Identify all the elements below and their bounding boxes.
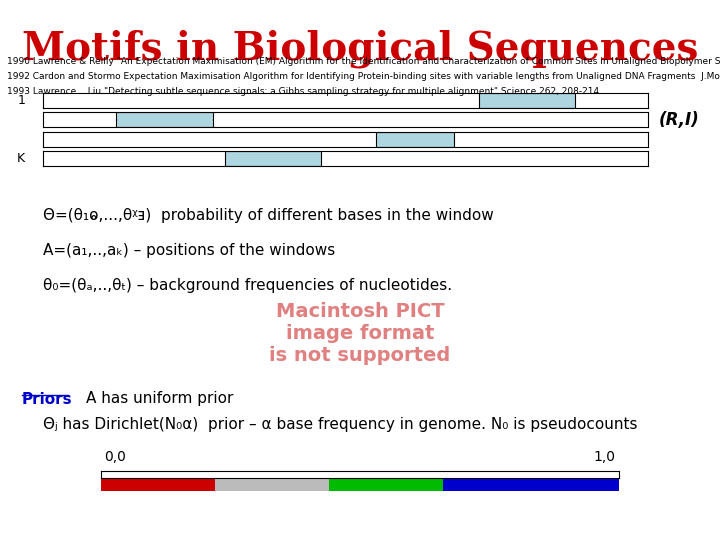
Text: Θ=(θ₁ⱺ,...,θᵡⱻ)  probability of different bases in the window: Θ=(θ₁ⱺ,...,θᵡⱻ) probability of different…: [43, 208, 494, 223]
Text: 0,0: 0,0: [104, 450, 126, 464]
Text: K: K: [17, 152, 25, 165]
Bar: [116, 112, 212, 127]
Text: (R,I): (R,I): [659, 111, 700, 129]
Text: A has uniform prior: A has uniform prior: [86, 392, 234, 407]
Bar: [329, 478, 443, 491]
Text: A=(a₁,..,aₖ) – positions of the windows: A=(a₁,..,aₖ) – positions of the windows: [43, 243, 336, 258]
Bar: [101, 478, 215, 491]
Text: θ₀=(θₐ,..,θₜ) – background frequencies of nucleotides.: θ₀=(θₐ,..,θₜ) – background frequencies o…: [43, 278, 452, 293]
Text: Motifs in Biological Sequences: Motifs in Biological Sequences: [22, 30, 698, 68]
Bar: [443, 478, 619, 491]
Bar: [479, 93, 575, 108]
Text: Priors: Priors: [22, 392, 72, 407]
Bar: [376, 132, 454, 147]
Text: Θⱼ has Dirichlet(N₀α)  prior – α base frequency in genome. N₀ is pseudocounts: Θⱼ has Dirichlet(N₀α) prior – α base fre…: [43, 417, 638, 432]
Text: 1990 Lawrence & Reilly "An Expectation Maximisation (EM) Algorithm for the Ident: 1990 Lawrence & Reilly "An Expectation M…: [7, 57, 720, 66]
Text: 1: 1: [17, 94, 25, 107]
Text: 1993 Lawrence. . Liu "Detecting subtle sequence signals: a Gibbs sampling strate: 1993 Lawrence. . Liu "Detecting subtle s…: [7, 87, 602, 96]
Text: 1992 Cardon and Stormo Expectation Maximisation Algorithm for Identifying Protei: 1992 Cardon and Stormo Expectation Maxim…: [7, 72, 720, 81]
Text: 1,0: 1,0: [593, 450, 616, 464]
Bar: [215, 478, 329, 491]
Bar: [225, 151, 321, 166]
Text: Macintosh PICT
image format
is not supported: Macintosh PICT image format is not suppo…: [269, 302, 451, 366]
